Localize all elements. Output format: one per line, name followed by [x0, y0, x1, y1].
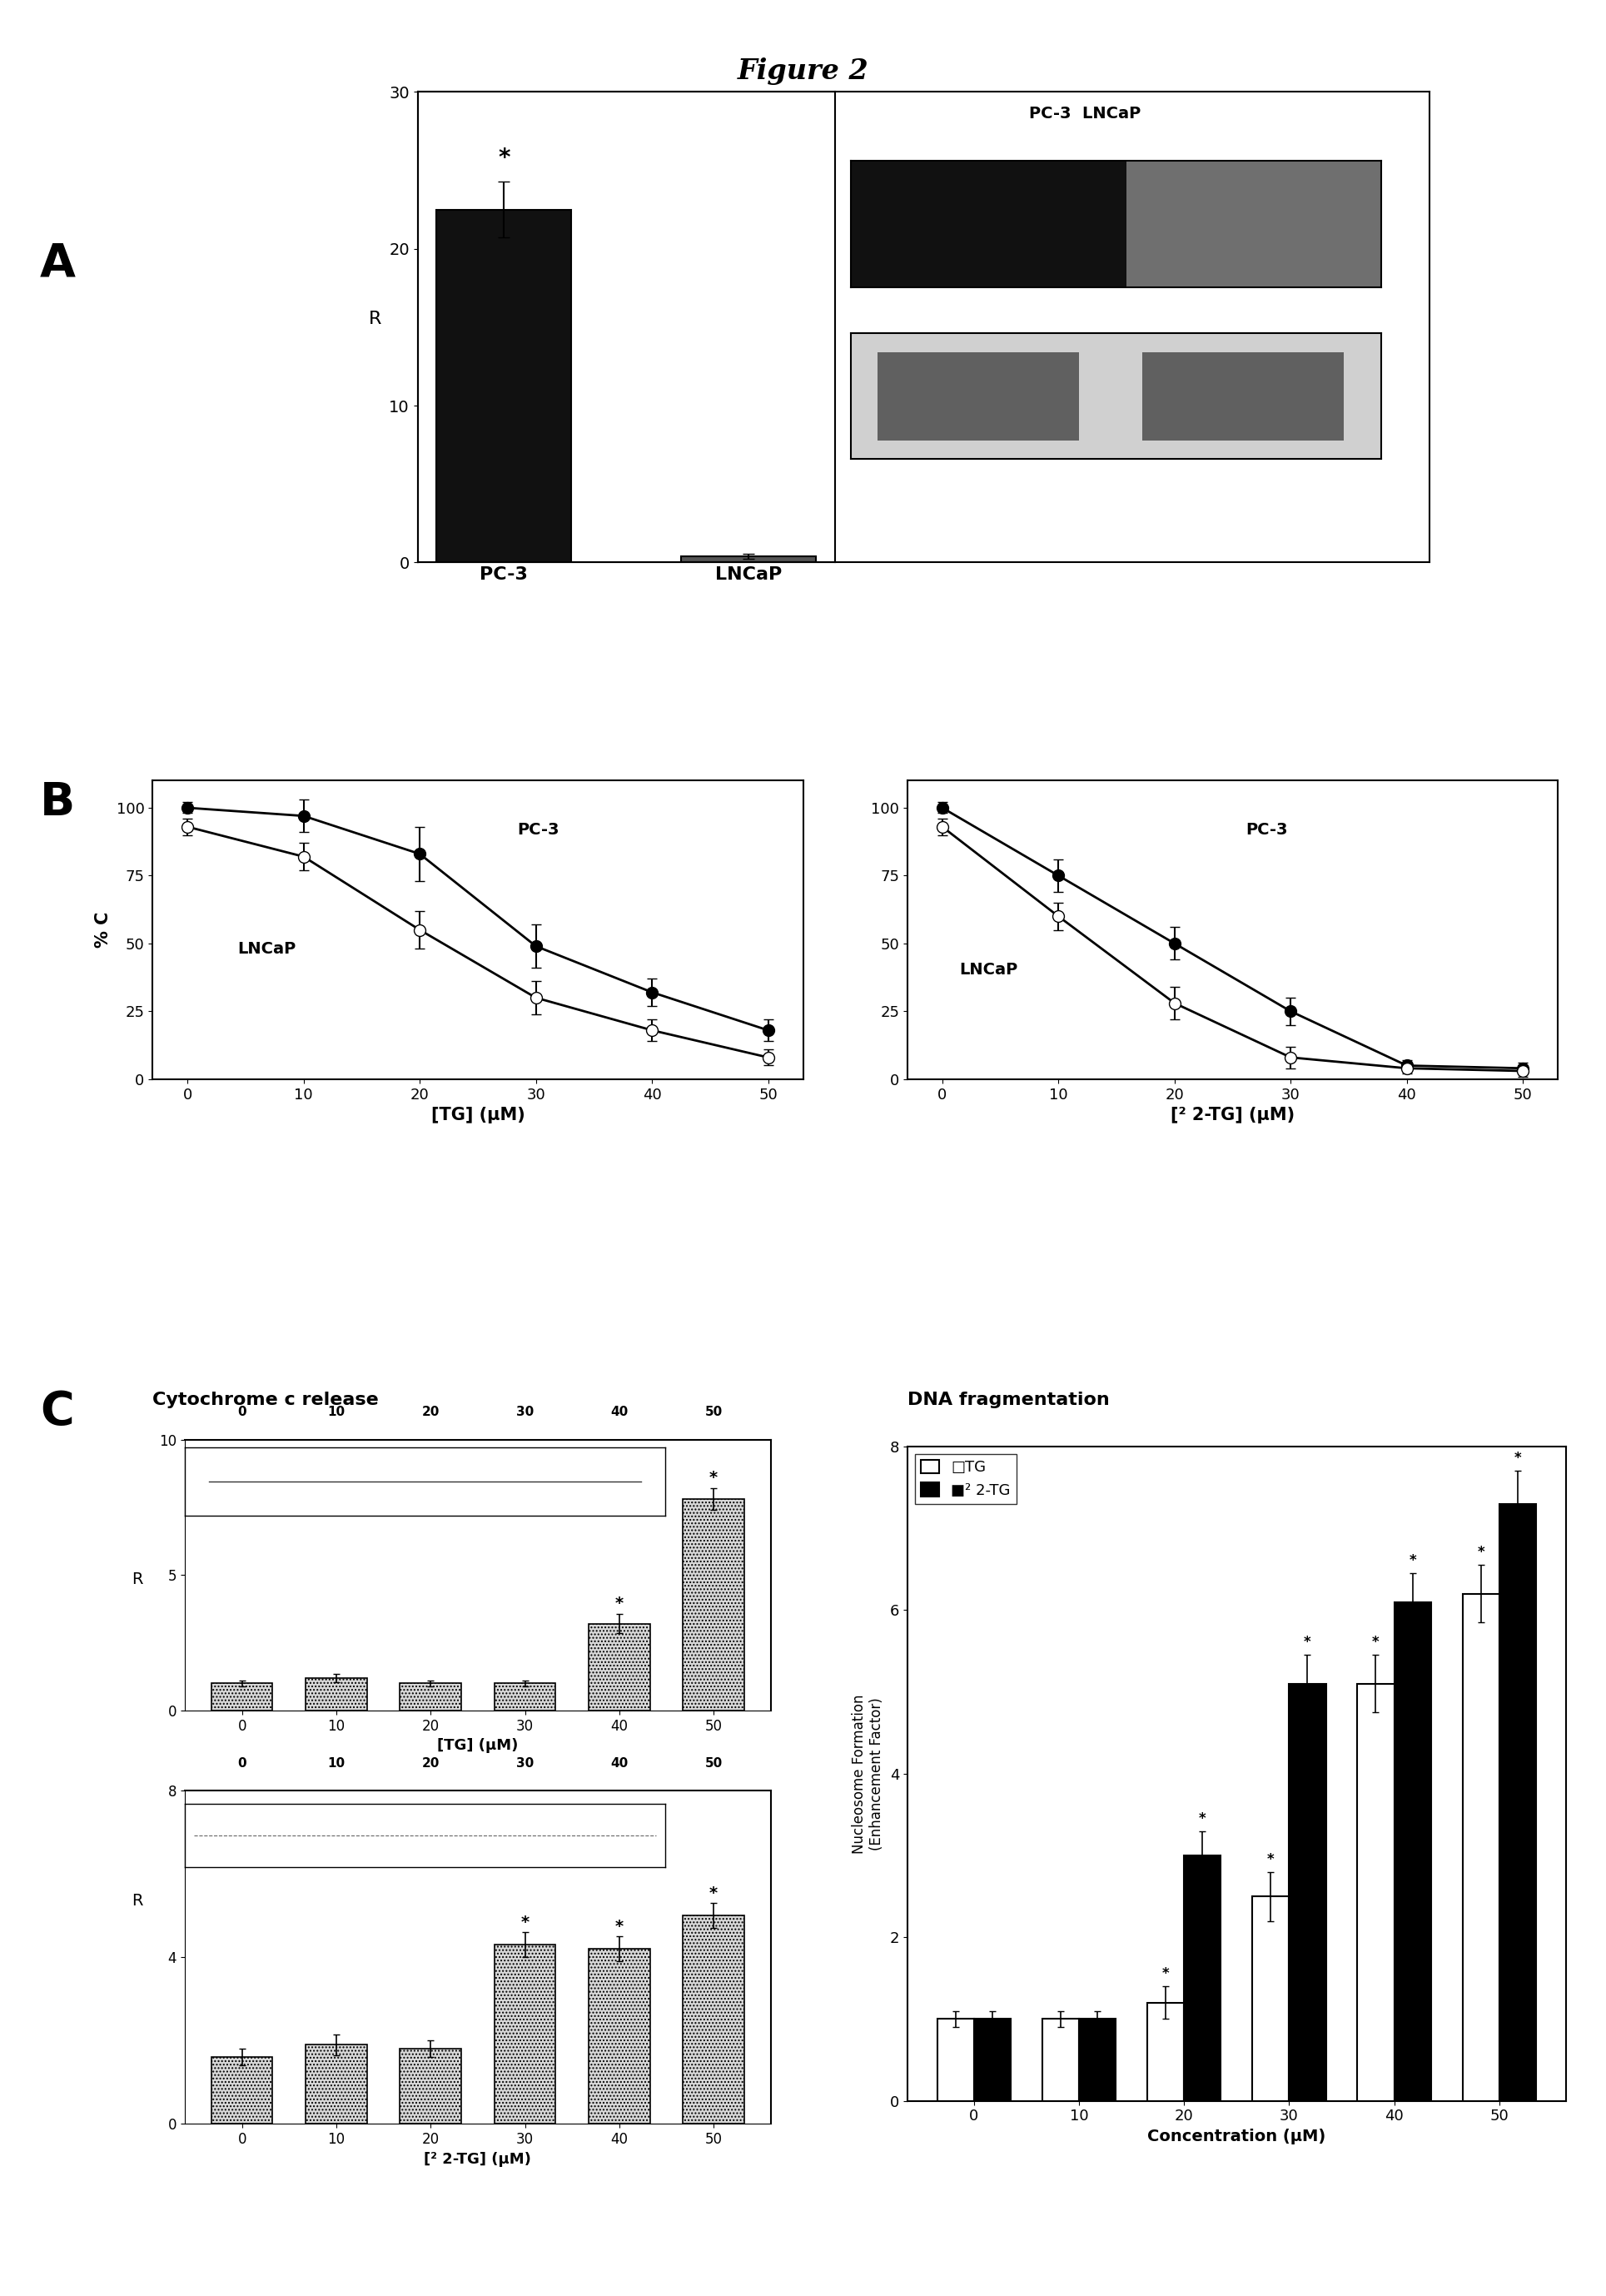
- X-axis label: [² 2-TG] (μM): [² 2-TG] (μM): [1171, 1107, 1294, 1123]
- Text: *: *: [1267, 1853, 1274, 1867]
- Text: 20: 20: [422, 1405, 440, 1419]
- Text: 0: 0: [238, 1756, 246, 1770]
- Text: 10: 10: [328, 1756, 345, 1770]
- Bar: [1042, 2018, 1079, 2101]
- Bar: [1127, 161, 1381, 287]
- Text: *: *: [1408, 1554, 1416, 1568]
- Text: *: *: [1372, 1635, 1380, 1651]
- Bar: [951, 556, 1071, 563]
- Text: 50: 50: [705, 1756, 723, 1770]
- Bar: [938, 2018, 975, 2101]
- X-axis label: [TG] (μM): [TG] (μM): [430, 1107, 525, 1123]
- Text: *: *: [520, 1915, 528, 1931]
- X-axis label: [TG] (μM): [TG] (μM): [437, 1738, 519, 1754]
- Text: PC-3  LNCaP: PC-3 LNCaP: [1029, 106, 1142, 122]
- Y-axis label: % C: % C: [95, 912, 112, 948]
- Text: 30: 30: [516, 1756, 533, 1770]
- Text: 40: 40: [610, 1405, 628, 1419]
- Bar: [681, 556, 816, 563]
- Bar: [1498, 1504, 1535, 2101]
- Text: 50: 50: [705, 1405, 723, 1419]
- X-axis label: Concentration (μM): Concentration (μM): [1147, 2128, 1327, 2144]
- Bar: [1290, 1683, 1327, 2101]
- Text: LNCaP: LNCaP: [238, 941, 296, 957]
- Bar: [1079, 2018, 1116, 2101]
- Text: A: A: [40, 241, 75, 287]
- Text: *: *: [710, 1469, 718, 1486]
- Text: DNA fragmentation: DNA fragmentation: [907, 1391, 1110, 1407]
- X-axis label: [² 2-TG] (μM): [² 2-TG] (μM): [424, 2151, 532, 2167]
- Bar: [1463, 1593, 1498, 2101]
- Bar: [589, 1949, 650, 2124]
- Text: *: *: [1163, 1965, 1169, 1981]
- Bar: [975, 2018, 1010, 2101]
- Bar: [400, 2048, 461, 2124]
- Bar: [305, 1678, 366, 1711]
- Bar: [1184, 1855, 1221, 2101]
- Text: Cytochrome c release: Cytochrome c release: [153, 1391, 379, 1407]
- Text: 40: 40: [610, 1756, 628, 1770]
- Text: Figure 2: Figure 2: [737, 57, 869, 85]
- Bar: [212, 1683, 273, 1711]
- Legend: □TG, ■² 2-TG: □TG, ■² 2-TG: [915, 1453, 1017, 1504]
- Bar: [1253, 1896, 1290, 2101]
- Bar: [495, 1945, 556, 2124]
- Text: B: B: [40, 781, 75, 827]
- Bar: [877, 351, 1079, 441]
- Text: *: *: [710, 1885, 718, 1901]
- Text: R: R: [132, 1894, 143, 1908]
- Bar: [683, 1499, 744, 1711]
- Bar: [683, 1915, 744, 2124]
- Bar: [1143, 351, 1344, 441]
- Bar: [589, 1623, 650, 1711]
- Text: 10: 10: [328, 1405, 345, 1419]
- Text: 30: 30: [516, 1405, 533, 1419]
- Text: R: R: [132, 1573, 143, 1587]
- Text: *: *: [615, 1919, 623, 1936]
- Bar: [400, 1683, 461, 1711]
- Text: PC-3: PC-3: [517, 822, 559, 838]
- Text: 0: 0: [238, 1405, 246, 1419]
- Text: *: *: [498, 147, 511, 170]
- Bar: [1394, 1603, 1431, 2101]
- Text: C: C: [40, 1389, 74, 1435]
- Bar: [212, 2057, 273, 2124]
- Text: *: *: [615, 1596, 623, 1612]
- Bar: [305, 2046, 366, 2124]
- Text: LNCaP: LNCaP: [959, 962, 1018, 978]
- Bar: [1147, 2002, 1184, 2101]
- Y-axis label: Nucleosome Formation
(Enhancement Factor): Nucleosome Formation (Enhancement Factor…: [851, 1694, 883, 1853]
- Bar: [437, 209, 572, 563]
- Bar: [1357, 1683, 1394, 2101]
- Text: *: *: [1304, 1635, 1310, 1651]
- Bar: [495, 1683, 556, 1711]
- Y-axis label: R: R: [369, 310, 382, 328]
- Text: 20: 20: [422, 1756, 440, 1770]
- Text: *: *: [1514, 1451, 1521, 1467]
- Text: *: *: [1478, 1545, 1484, 1561]
- Text: *: *: [1200, 1812, 1206, 1825]
- Text: PC-3: PC-3: [1246, 822, 1288, 838]
